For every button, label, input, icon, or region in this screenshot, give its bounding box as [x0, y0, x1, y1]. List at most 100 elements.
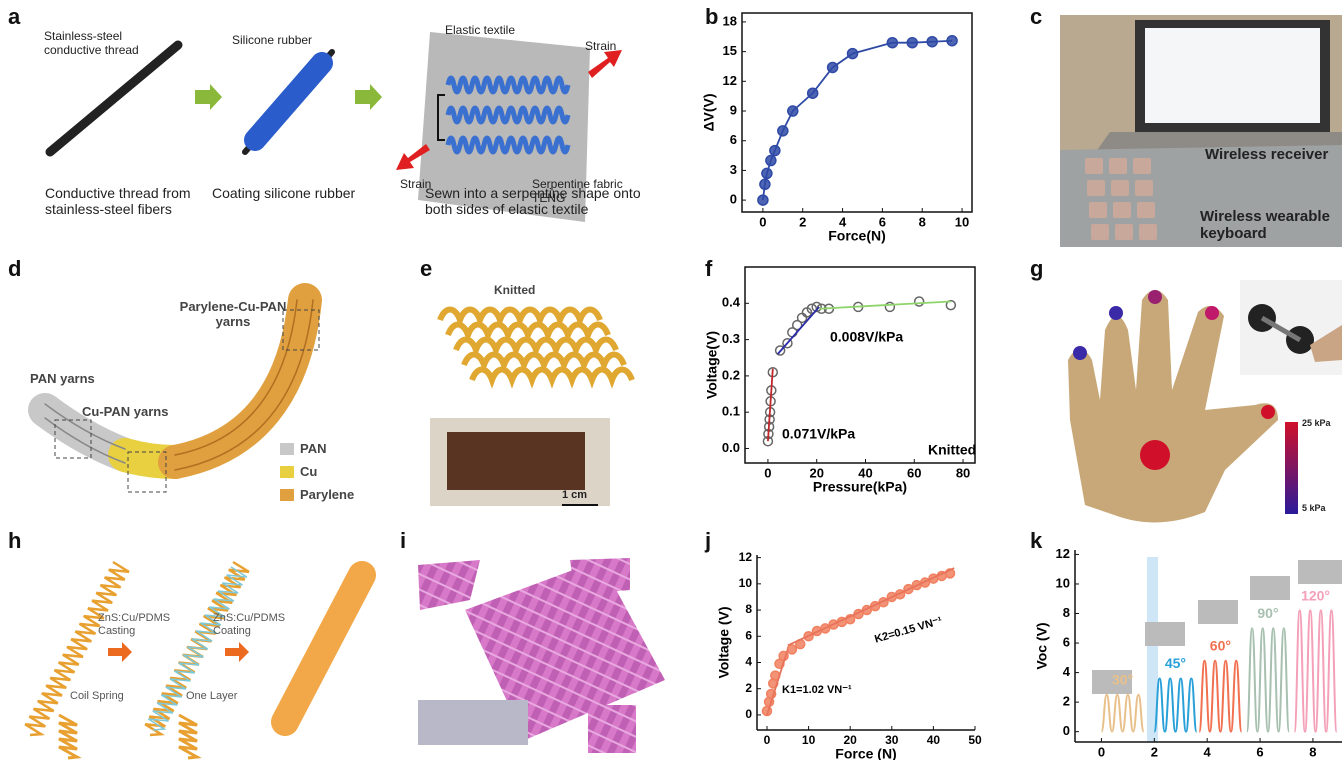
annotation: Knitted — [928, 442, 976, 458]
caption: Conductive thread from stainless-steel f… — [45, 185, 195, 217]
series-line — [1247, 628, 1289, 731]
series-line — [1294, 611, 1336, 732]
label: Cu-PAN yarns — [82, 405, 168, 420]
point — [828, 62, 838, 72]
figure: 02468100369121518Force(N)ΔV(V)0204060800… — [0, 0, 1342, 760]
y-tick-label: 10 — [1056, 575, 1070, 590]
panel-label: e — [420, 256, 432, 282]
y-axis-title: Voltage(V) — [704, 331, 720, 399]
legend-label: PAN — [300, 442, 326, 457]
series-line — [1154, 678, 1196, 731]
point — [758, 195, 768, 205]
y-tick-label: 0.0 — [722, 440, 740, 455]
point — [762, 168, 772, 178]
series-line — [1199, 661, 1241, 732]
annotation: 0.008V/kPa — [830, 329, 903, 345]
label: PAN yarns — [30, 372, 95, 387]
label: Strain — [585, 40, 616, 54]
series-label: 90° — [1257, 605, 1278, 621]
label: Elastic textile — [445, 24, 515, 38]
point — [760, 179, 770, 189]
y-tick-label: 2 — [1063, 694, 1070, 709]
y-tick-label: 12 — [739, 550, 753, 564]
label: Parylene-Cu-PAN yarns — [168, 300, 298, 330]
legend-label: Cu — [300, 465, 317, 480]
label: Stainless-steel conductive thread — [44, 30, 164, 58]
point — [947, 36, 957, 46]
label: Wireless wearable keyboard — [1200, 208, 1342, 243]
y-tick-label: 10 — [739, 576, 753, 590]
y-tick-label: 12 — [723, 73, 737, 88]
y-axis-title: ΔV(V) — [701, 93, 717, 131]
panel-label: f — [705, 256, 712, 282]
x-tick-label: 2 — [1151, 744, 1158, 759]
scale-label: 1 cm — [562, 489, 587, 502]
y-axis-title: Voc (V) — [1034, 622, 1050, 669]
y-tick-label: 8 — [1063, 605, 1070, 620]
series-line — [1101, 695, 1143, 732]
y-tick-label: 8 — [745, 602, 752, 616]
x-tick-label: 0 — [759, 214, 766, 229]
panel-label: k — [1030, 528, 1042, 554]
plot-frame — [745, 267, 975, 463]
annotation: K1=1.02 VN⁻¹ — [782, 684, 852, 696]
legend-label: Parylene — [300, 488, 354, 503]
y-tick-label: 15 — [723, 43, 737, 58]
charts: 02468100369121518Force(N)ΔV(V)0204060800… — [0, 0, 1342, 760]
x-axis-title: Force (N) — [835, 746, 896, 760]
point — [766, 156, 776, 166]
y-tick-label: 0 — [1063, 723, 1070, 738]
y-tick-label: 0 — [730, 192, 737, 207]
series-label: 60° — [1210, 637, 1231, 653]
y-tick-label: 6 — [730, 132, 737, 147]
y-tick-label: 18 — [723, 13, 737, 28]
caption: Coating silicone rubber — [212, 185, 387, 201]
series-line — [763, 41, 952, 200]
x-tick-label: 0 — [1098, 744, 1105, 759]
annotation: K2=0.15 VN⁻¹ — [873, 615, 944, 646]
series-label: 30° — [1112, 671, 1133, 687]
y-tick-label: 6 — [1063, 634, 1070, 649]
panel-label: a — [8, 4, 20, 30]
x-tick-label: 50 — [968, 733, 982, 747]
label: ZnS:Cu/PDMS Coating — [213, 612, 285, 637]
panel-label: d — [8, 256, 21, 282]
x-tick-label: 80 — [956, 465, 970, 480]
x-tick-label: 60 — [907, 465, 921, 480]
title: Knitted — [494, 284, 535, 298]
y-tick-label: 12 — [1056, 546, 1070, 561]
x-tick-label: 2 — [799, 214, 806, 229]
x-tick-label: 0 — [764, 733, 771, 747]
x-tick-label: 8 — [919, 214, 926, 229]
y-tick-label: 0 — [745, 707, 752, 721]
y-tick-label: 0.3 — [722, 331, 740, 346]
series-label: 45° — [1165, 655, 1186, 671]
x-tick-label: 10 — [802, 733, 816, 747]
caption: Sewn into a serpentine shape onto both s… — [425, 185, 650, 217]
colorbar-label: 5 kPa — [1302, 503, 1326, 513]
label: Silicone rubber — [232, 34, 312, 48]
colorbar-label: 25 kPa — [1302, 418, 1331, 428]
point — [887, 38, 897, 48]
panel-label: c — [1030, 4, 1042, 30]
y-axis-title: Voltage (V) — [716, 606, 732, 678]
y-tick-label: 2 — [745, 681, 752, 695]
x-tick-label: 10 — [955, 214, 969, 229]
y-tick-label: 4 — [1063, 664, 1071, 679]
point — [808, 88, 818, 98]
point — [927, 37, 937, 47]
point — [778, 126, 788, 136]
y-tick-label: 0.2 — [722, 367, 740, 382]
point — [770, 146, 780, 156]
panel-label: i — [400, 528, 406, 554]
y-tick-label: 4 — [745, 655, 752, 669]
x-axis-title: Force(N) — [828, 228, 886, 244]
panel-label: g — [1030, 256, 1043, 282]
label: One Layer — [186, 690, 237, 703]
fit-line — [788, 568, 954, 645]
y-tick-label: 3 — [730, 162, 737, 177]
x-tick-label: 40 — [927, 733, 941, 747]
x-tick-label: 6 — [1256, 744, 1263, 759]
point — [798, 313, 807, 322]
panel-label: b — [705, 4, 718, 30]
